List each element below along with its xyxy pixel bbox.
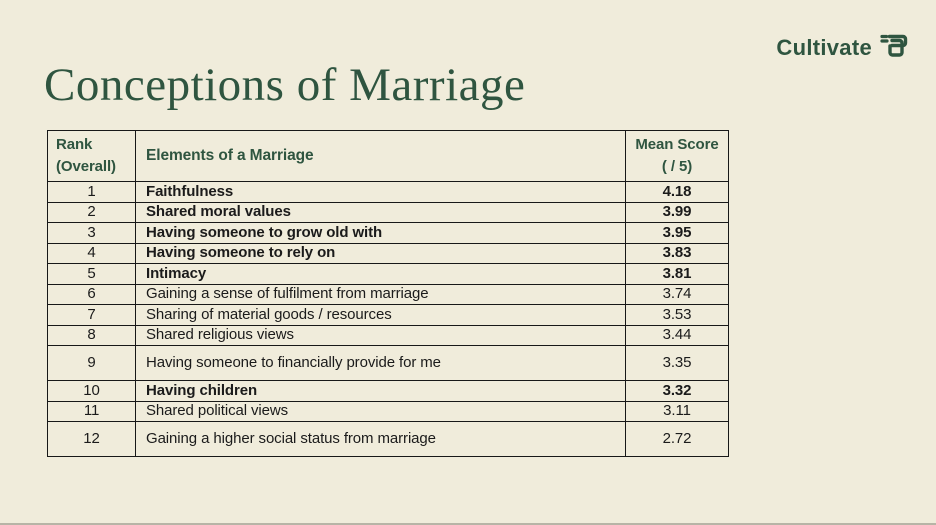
element-cell: Having someone to grow old with [135,222,626,244]
score-cell: 4.18 [625,181,729,203]
table-row: 2 Shared moral values 3.99 [47,201,729,223]
rank-cell: 11 [47,400,136,422]
element-cell: Sharing of material goods / resources [135,304,626,326]
table-row: 4 Having someone to rely on 3.83 [47,242,729,264]
rank-cell: 12 [47,421,136,457]
element-cell: Intimacy [135,263,626,285]
rank-cell: 10 [47,380,136,402]
rank-cell: 7 [47,304,136,326]
score-cell: 3.99 [625,201,729,223]
score-cell: 3.53 [625,304,729,326]
element-cell: Faithfulness [135,181,626,203]
score-column-header: Mean Score ( / 5) [625,130,729,182]
rank-cell: 8 [47,324,136,346]
rank-cell: 1 [47,181,136,203]
score-header-line1: Mean Score [635,136,719,154]
element-cell: Having children [135,380,626,402]
element-cell: Gaining a higher social status from marr… [135,421,626,457]
score-cell: 3.11 [625,400,729,422]
brand-logo: Cultivate [776,30,908,65]
element-cell: Gaining a sense of fulfilment from marri… [135,283,626,305]
table-row: 8 Shared religious views 3.44 [47,324,729,346]
page-title: Conceptions of Marriage [44,59,526,112]
element-cell: Shared moral values [135,201,626,223]
score-header-line2: ( / 5) [661,158,693,175]
table-header: Rank (Overall) Elements of a Marriage Me… [47,130,729,182]
table-row: 10 Having children 3.32 [47,380,729,402]
score-cell: 3.95 [625,222,729,244]
rank-header-line1: Rank [56,136,93,154]
table-row: 11 Shared political views 3.11 [47,400,729,422]
marriage-table-body: 1 Faithfulness 4.18 2 Shared moral value… [47,181,729,457]
table-row: 9 Having someone to financially provide … [47,345,729,381]
table-row: 7 Sharing of material goods / resources … [47,304,729,326]
cultivate-interlocked-links-icon [880,30,908,65]
score-cell: 3.32 [625,380,729,402]
score-cell: 3.44 [625,324,729,346]
rank-header-line2: (Overall) [56,158,116,175]
rank-cell: 4 [47,242,136,264]
table-row: 5 Intimacy 3.81 [47,263,729,285]
score-cell: 3.81 [625,263,729,285]
table-row: 12 Gaining a higher social status from m… [47,421,729,457]
score-cell: 3.83 [625,242,729,264]
element-cell: Shared political views [135,400,626,422]
rank-cell: 6 [47,283,136,305]
element-cell: Shared religious views [135,324,626,346]
table-row: 6 Gaining a sense of fulfilment from mar… [47,283,729,305]
marriage-ranking-table: Rank (Overall) Elements of a Marriage Me… [47,130,729,457]
rank-column-header: Rank (Overall) [47,130,136,182]
rank-cell: 5 [47,263,136,285]
rank-cell: 2 [47,201,136,223]
elements-column-header: Elements of a Marriage [135,130,626,182]
table-row: 1 Faithfulness 4.18 [47,181,729,203]
element-cell: Having someone to rely on [135,242,626,264]
rank-cell: 9 [47,345,136,381]
score-cell: 3.74 [625,283,729,305]
score-cell: 3.35 [625,345,729,381]
table-row: 3 Having someone to grow old with 3.95 [47,222,729,244]
score-cell: 2.72 [625,421,729,457]
rank-cell: 3 [47,222,136,244]
element-cell: Having someone to financially provide fo… [135,345,626,381]
brand-name: Cultivate [776,34,872,60]
